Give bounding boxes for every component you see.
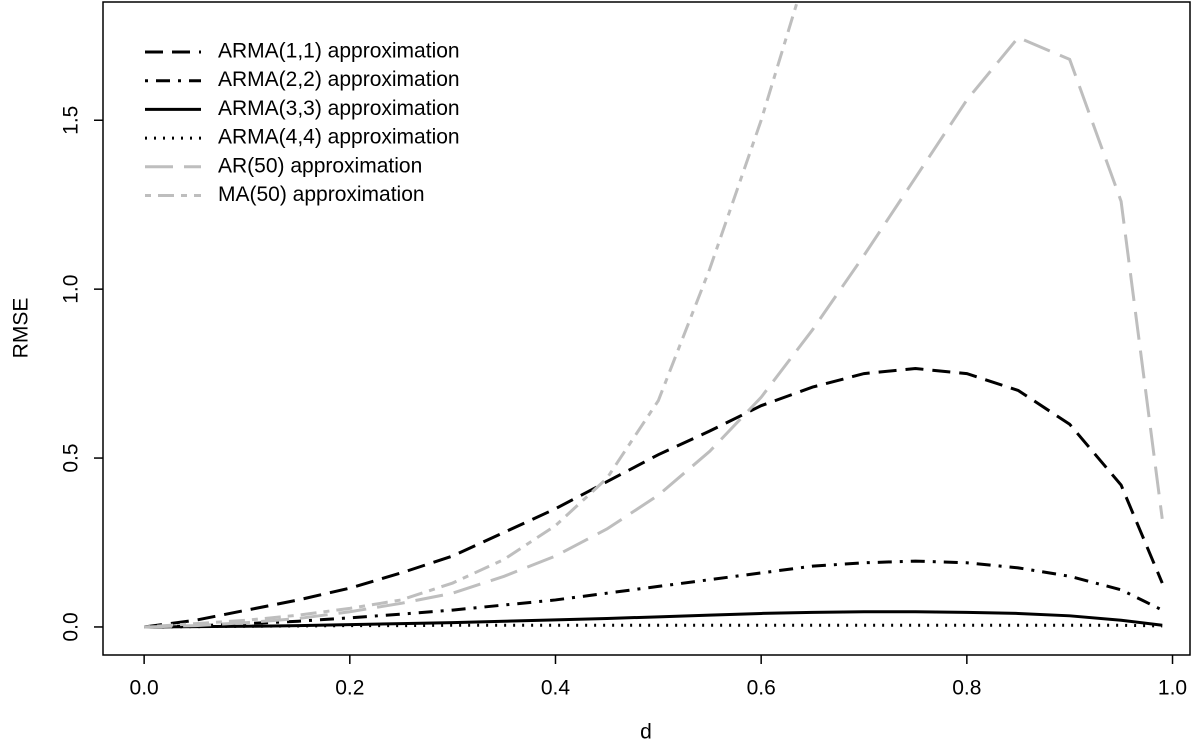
y-axis-label: RMSE — [10, 298, 33, 359]
legend-label: MA(50) approximation — [218, 183, 425, 206]
line — [144, 35, 1164, 629]
line — [144, 623, 1163, 629]
plot-area — [143, 2, 1164, 629]
y-tick-label: 0.0 — [60, 612, 83, 641]
x-tick-label: 0.8 — [952, 677, 981, 700]
line — [144, 2, 799, 629]
legend-label: ARMA(4,4) approximation — [218, 126, 460, 149]
y-tick-label: 1.0 — [60, 275, 83, 304]
x-tick-label: 1.0 — [1158, 677, 1187, 700]
x-tick-label: 0.0 — [130, 677, 159, 700]
x-tick-label: 0.2 — [335, 677, 364, 700]
legend-label: ARMA(1,1) approximation — [218, 40, 460, 63]
x-tick-label: 0.6 — [747, 677, 776, 700]
line — [143, 367, 1164, 629]
legend-label: ARMA(2,2) approximation — [218, 68, 460, 91]
x-tick-label: 0.4 — [541, 677, 571, 700]
x-axis-label: d — [640, 721, 652, 744]
line — [144, 559, 1163, 629]
plot-box — [102, 1, 1191, 656]
y-tick-label: 0.5 — [60, 443, 83, 472]
legend-label: ARMA(3,3) approximation — [218, 97, 460, 120]
y-tick-label: 1.5 — [60, 106, 83, 135]
legend-label: AR(50) approximation — [218, 154, 422, 177]
